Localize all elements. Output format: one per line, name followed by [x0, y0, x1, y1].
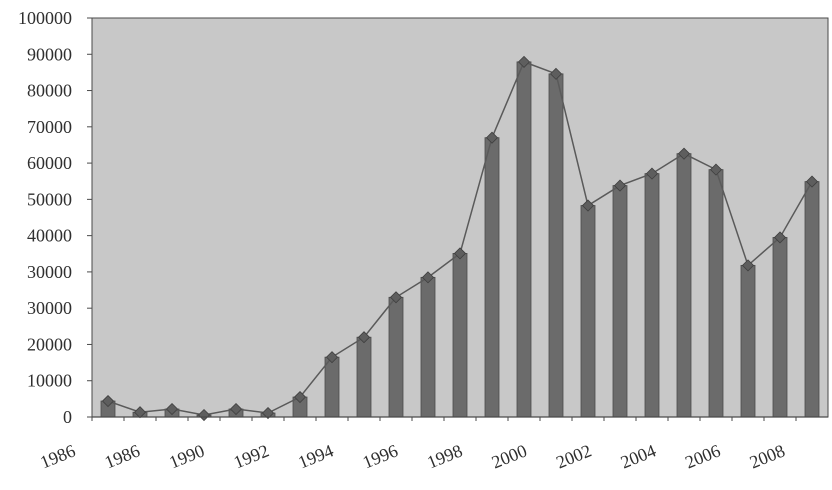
x-tick-label: 2006	[682, 440, 723, 472]
data-point	[581, 199, 595, 212]
data-point	[613, 179, 627, 192]
x-tick-label: 2000	[489, 440, 530, 472]
data-point	[645, 167, 659, 180]
bar	[804, 181, 820, 418]
x-axis: 1986 1986 1990 1992 1994 1996 1998 2000 2002 2004…	[37, 416, 828, 472]
bar	[676, 153, 692, 418]
bar	[580, 205, 596, 418]
bar	[388, 296, 404, 418]
data-point	[517, 55, 531, 68]
y-tick-label: 60000	[27, 153, 72, 173]
x-tick-label: 2002	[553, 440, 594, 472]
x-tick-label: 1992	[231, 440, 272, 472]
y-tick-label: 30000	[27, 262, 72, 282]
data-point	[741, 259, 755, 272]
y-tick-label: 50000	[27, 189, 72, 209]
data-point	[229, 402, 243, 416]
y-tick-label: 0	[63, 407, 72, 427]
y-tick-label: 30000	[27, 298, 72, 318]
data-point	[261, 406, 275, 420]
y-tick-label: 100000	[18, 8, 72, 28]
bar	[516, 61, 532, 418]
x-tick-label: 2004	[618, 440, 659, 472]
data-point	[389, 291, 403, 304]
data-point	[293, 390, 307, 404]
bar	[452, 253, 468, 418]
data-point	[805, 175, 819, 188]
data-point	[421, 271, 435, 284]
y-axis: 0 10000 20000 30000 30000 40000 50000 60000 7000…	[18, 8, 93, 427]
bar	[548, 73, 564, 418]
data-point	[165, 402, 179, 416]
bar	[740, 264, 756, 418]
markers-layer	[101, 55, 819, 422]
x-tick-label: 1996	[360, 440, 401, 472]
bar	[324, 356, 340, 418]
data-point	[453, 247, 467, 260]
x-tick-label: 1998	[424, 440, 465, 472]
y-tick-label: 90000	[27, 44, 72, 64]
y-tick-label: 40000	[27, 226, 72, 246]
data-point	[325, 351, 339, 364]
data-point	[549, 67, 563, 80]
x-tick-label: 1994	[295, 440, 336, 472]
data-point	[357, 331, 371, 344]
bar	[708, 169, 724, 418]
x-tick-label: 1986	[37, 440, 78, 472]
x-tick-label: 2008	[747, 440, 788, 472]
bar	[612, 185, 628, 418]
data-point	[677, 147, 691, 160]
data-point	[773, 231, 787, 244]
bar	[484, 137, 500, 418]
y-tick-label: 20000	[27, 334, 72, 354]
bar	[356, 336, 372, 418]
bar	[644, 173, 660, 418]
y-tick-label: 70000	[27, 117, 72, 137]
data-point	[133, 406, 147, 419]
x-tick-label: 1990	[166, 440, 207, 472]
data-point	[101, 394, 115, 408]
x-tick-label: 1986	[102, 440, 143, 472]
bar	[420, 276, 436, 418]
y-tick-label: 80000	[27, 81, 72, 101]
y-tick-label: 10000	[27, 371, 72, 391]
data-point	[485, 131, 499, 144]
data-point	[709, 163, 723, 176]
data-point	[197, 408, 211, 422]
bar	[772, 237, 788, 418]
